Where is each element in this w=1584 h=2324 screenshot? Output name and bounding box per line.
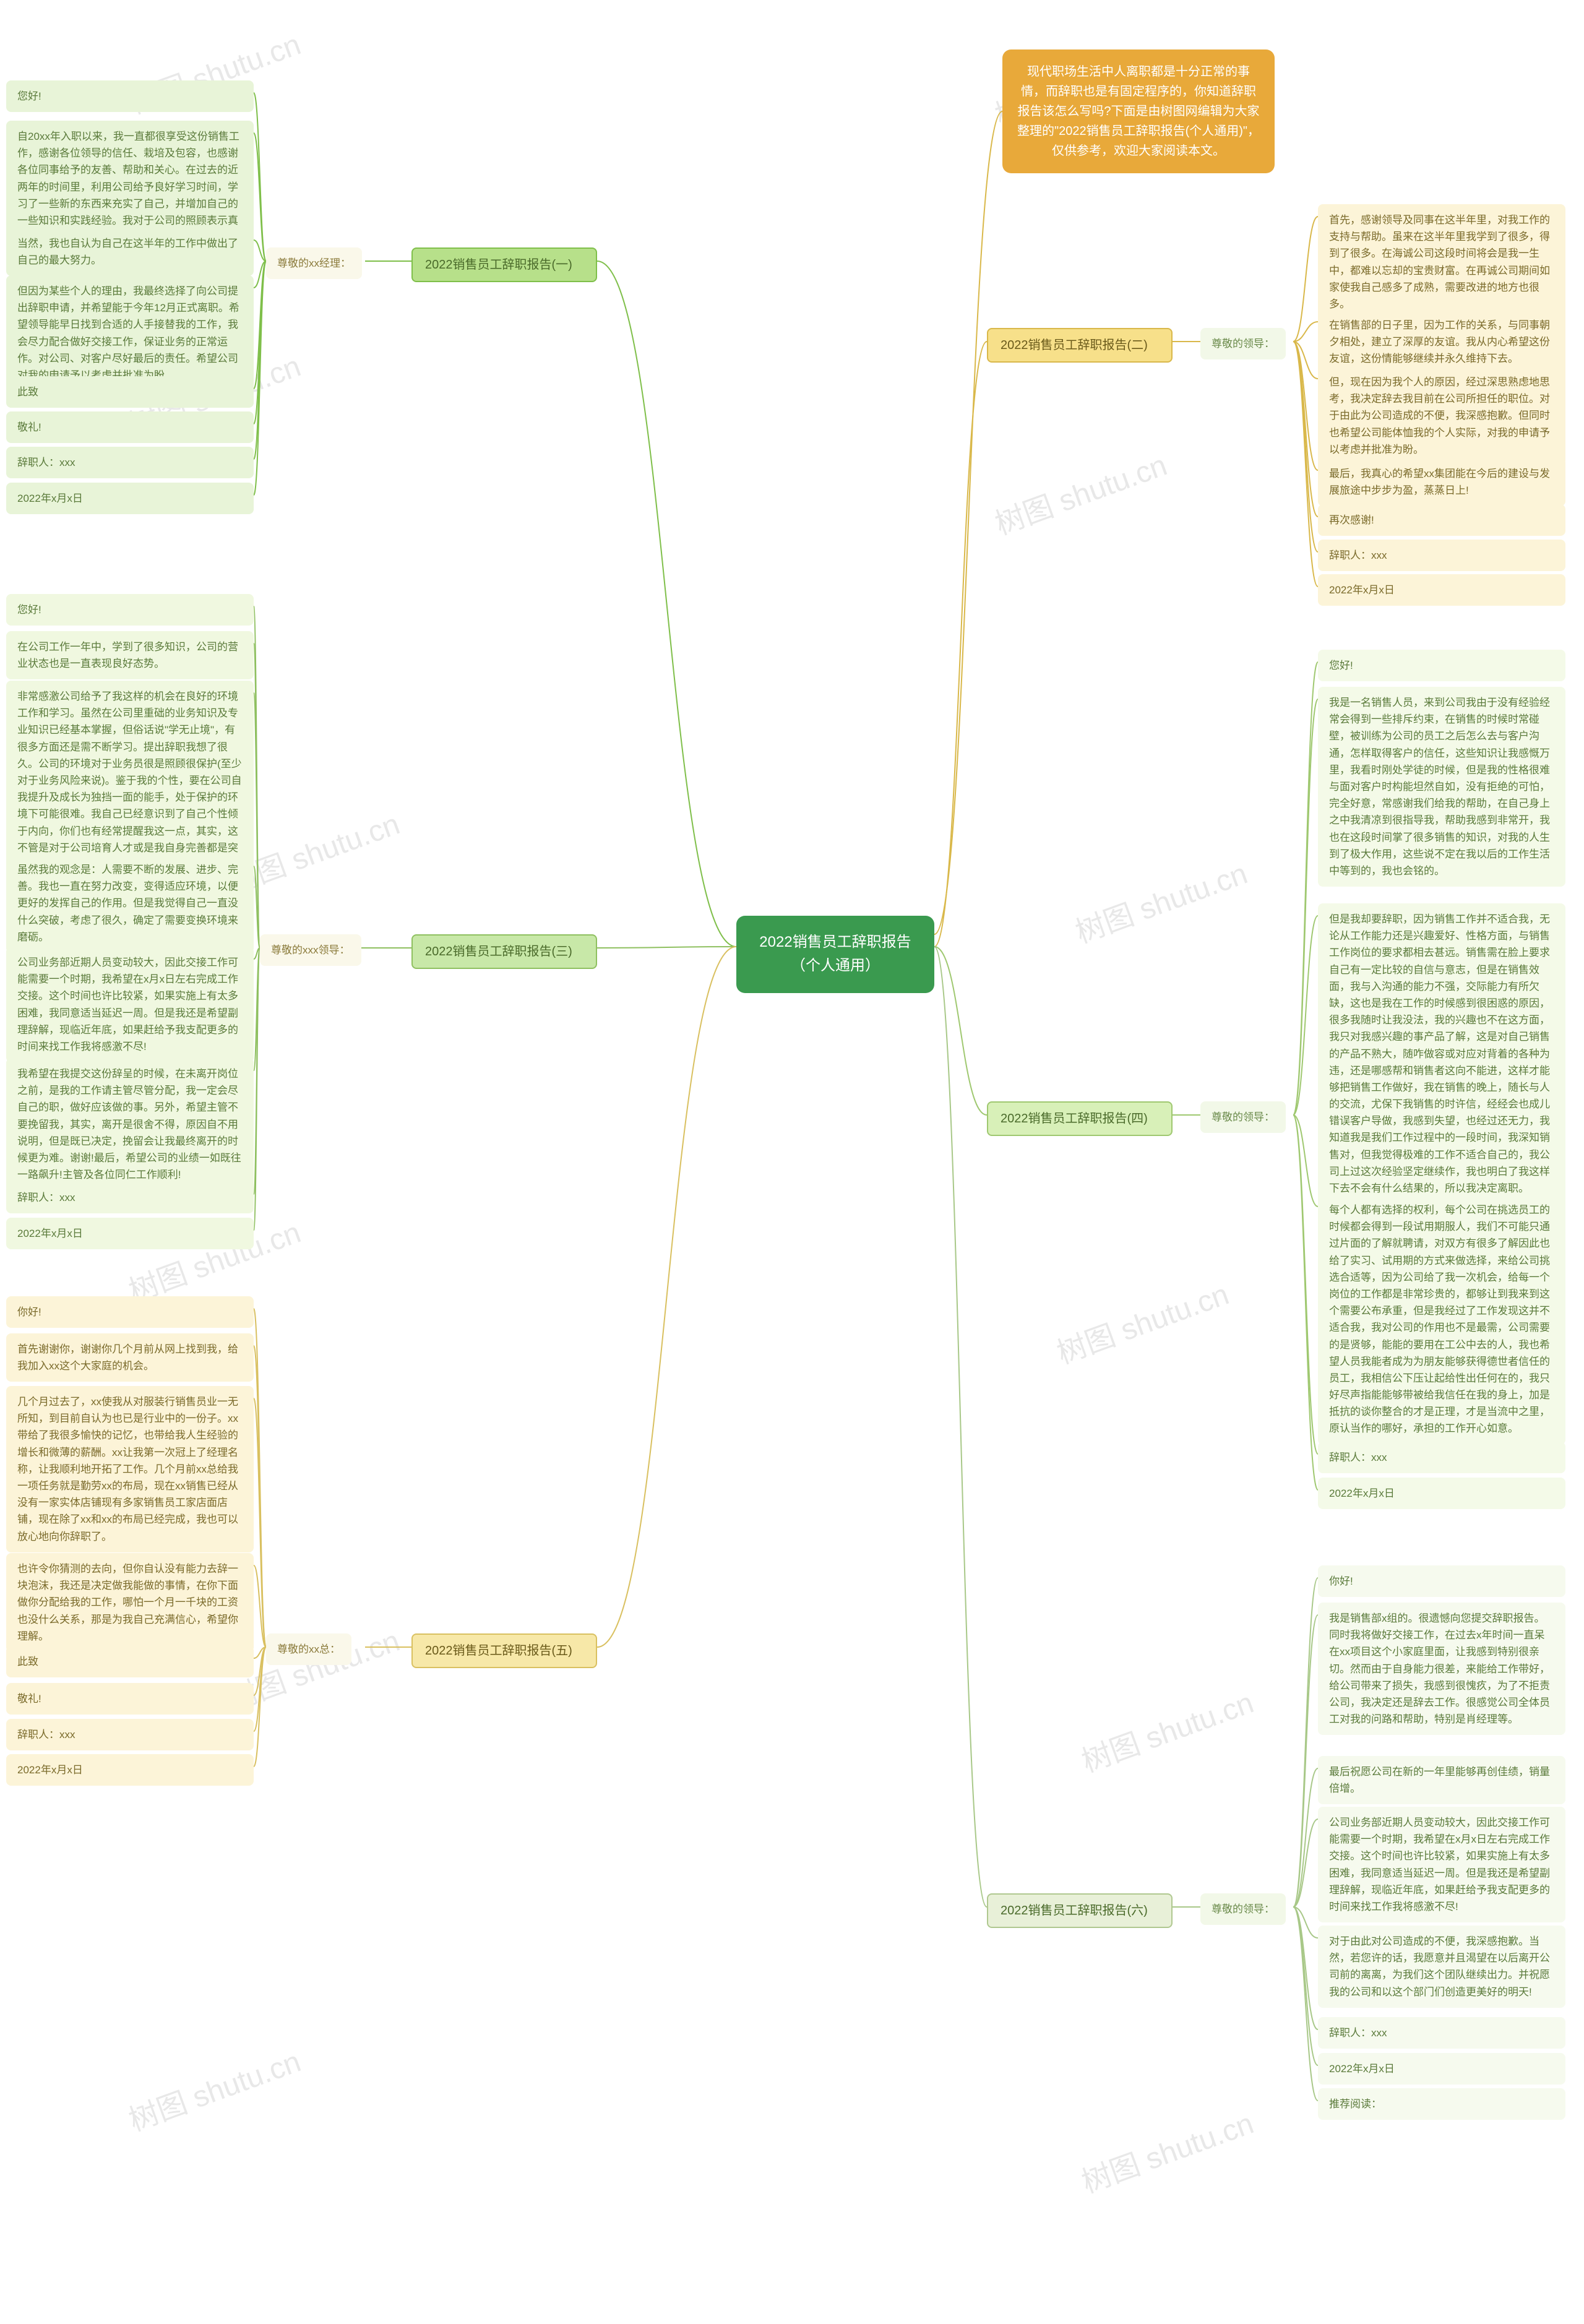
leaf-2-1: 在销售部的日子里，因为工作的关系，与同事朝夕相处，建立了深厚的友谊。我从内心希望… [1318,309,1565,375]
leaf-2-4: 再次感谢! [1318,504,1565,536]
branch-node-6: 2022销售员工辞职报告(六) [987,1893,1173,1928]
leaf-5-0: 你好! [6,1296,254,1328]
leaf-1-3: 但因为某些个人的理由，我最终选择了向公司提出辞职申请，并希望能于今年12月正式离… [6,275,254,391]
leaf-5-2: 几个月过去了，xx使我从对服装行销售员业一无所知，到目前自认为也已是行业中的一份… [6,1386,254,1552]
leaf-1-6: 辞职人：xxx [6,447,254,478]
leaf-4-3: 每个人都有选择的权利，每个公司在挑选员工的时候都会得到一段试用期服人，我们不可能… [1318,1194,1565,1445]
leaf-3-1: 在公司工作一年中，学到了很多知识，公司的营业状态也是一直表现良好态势。 [6,631,254,679]
branch-node-2: 2022销售员工辞职报告(二) [987,328,1173,363]
intro-node: 现代职场生活中人离职都是十分正常的事情，而辞职也是有固定程序的，你知道辞职报告该… [1002,49,1275,173]
leaf-1-5: 敬礼! [6,411,254,443]
addressee-3: 尊敬的xxx领导： [260,934,361,966]
leaf-5-7: 2022年x月x日 [6,1754,254,1786]
watermark: 树图 shutu.cn [1075,2099,1259,2201]
leaf-3-7: 2022年x月x日 [6,1218,254,1249]
leaf-2-3: 最后，我真心的希望xx集团能在今后的建设与发展旅途中步步为盈，蒸蒸日上! [1318,458,1565,506]
leaf-2-5: 辞职人：xxx [1318,540,1565,571]
leaf-3-4: 公司业务部近期人员变动较大，因此交接工作可能需要一个时期，我希望在x月x日左右完… [6,947,254,1062]
watermark: 树图 shutu.cn [1050,1270,1234,1372]
addressee-2: 尊敬的领导： [1200,328,1286,359]
branch-node-3: 2022销售员工辞职报告(三) [411,934,597,969]
leaf-5-6: 辞职人：xxx [6,1719,254,1750]
leaf-3-3: 虽然我的观念是：人需要不断的发展、进步、完善。我也一直在努力改变，变得适应环境，… [6,854,254,953]
leaf-6-0: 你好! [1318,1565,1565,1597]
watermark: 树图 shutu.cn [1075,1678,1259,1780]
leaf-5-5: 敬礼! [6,1683,254,1715]
leaf-5-3: 也许令你猜测的去向，但你自认没有能力去辞一块泡沫，我还是决定做我能做的事情，在你… [6,1553,254,1652]
leaf-4-1: 我是一名销售人员，来到公司我由于没有经验经常会得到一些排斥约束，在销售的时候时常… [1318,687,1565,887]
leaf-1-0: 您好! [6,80,254,112]
leaf-4-2: 但是我却要辞职，因为销售工作并不适合我，无论从工作能力还是兴趣爱好、性格方面，与… [1318,903,1565,1204]
watermark: 树图 shutu.cn [1069,849,1252,951]
leaf-4-4: 辞职人：xxx [1318,1442,1565,1473]
addressee-1: 尊敬的xx经理： [266,247,362,279]
leaf-1-7: 2022年x月x日 [6,483,254,514]
leaf-1-4: 此致 [6,376,254,408]
addressee-5: 尊敬的xx总： [266,1633,351,1665]
branch-node-4: 2022销售员工辞职报告(四) [987,1101,1173,1136]
leaf-2-6: 2022年x月x日 [1318,574,1565,606]
leaf-5-1: 首先谢谢你，谢谢你几个月前从网上找到我，给我加入xx这个大家庭的机会。 [6,1333,254,1382]
leaf-4-5: 2022年x月x日 [1318,1478,1565,1509]
leaf-6-7: 推荐阅读： [1318,2088,1565,2120]
leaf-5-4: 此致 [6,1646,254,1677]
leaf-6-5: 辞职人：xxx [1318,2017,1565,2049]
leaf-6-6: 2022年x月x日 [1318,2053,1565,2085]
leaf-1-2: 当然，我也自认为自己在这半年的工作中做出了自己的最大努力。 [6,228,254,276]
leaf-6-3: 公司业务部近期人员变动较大，因此交接工作可能需要一个时期，我希望在x月x日左右完… [1318,1807,1565,1922]
center-node: 2022销售员工辞职报告（个人通用） [736,916,934,993]
addressee-6: 尊敬的领导： [1200,1893,1286,1925]
leaf-3-0: 您好! [6,594,254,626]
leaf-3-2: 非常感激公司给予了我这样的机会在良好的环境工作和学习。虽然在公司里重础的业务知识… [6,681,254,880]
watermark: 树图 shutu.cn [122,2037,306,2139]
branch-node-5: 2022销售员工辞职报告(五) [411,1633,597,1668]
leaf-6-2: 最后祝愿公司在新的一年里能够再创佳绩，销量倍增。 [1318,1756,1565,1804]
leaf-3-5: 我希望在我提交这份辞呈的时候，在未离开岗位之前，是我的工作请主管尽管分配，我一定… [6,1058,254,1190]
leaf-4-0: 您好! [1318,650,1565,681]
watermark: 树图 shutu.cn [988,441,1172,543]
leaf-3-6: 辞职人：xxx [6,1182,254,1213]
leaf-6-1: 我是销售部x组的。很遗憾向您提交辞职报告。同时我将做好交接工作，在过去x年时间一… [1318,1603,1565,1735]
leaf-2-2: 但，现在因为我个人的原因，经过深思熟虑地思考，我决定辞去我目前在公司所担任的职位… [1318,366,1565,465]
leaf-2-0: 首先，感谢领导及同事在这半年里，对我工作的支持与帮助。虽来在这半年里我学到了很多… [1318,204,1565,320]
leaf-6-4: 对于由此对公司造成的不便，我深感抱歉。当然，若您许的话，我愿意并且渴望在以后离开… [1318,1926,1565,2008]
branch-node-1: 2022销售员工辞职报告(一) [411,247,597,282]
addressee-4: 尊敬的领导： [1200,1101,1286,1133]
